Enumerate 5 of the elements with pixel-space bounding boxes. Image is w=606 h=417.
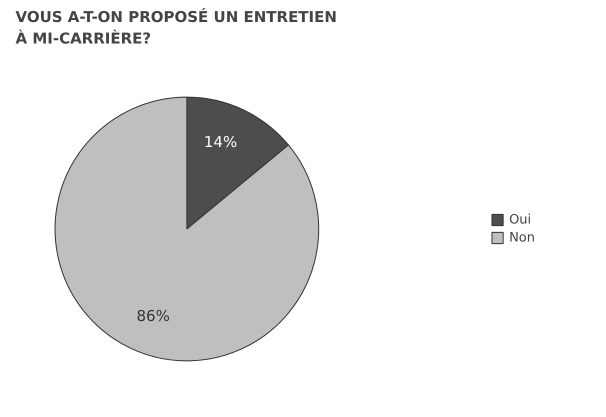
data-label: 14% xyxy=(204,132,238,151)
chart-title: VOUS A-T-ON PROPOSÉ UN ENTRETIEN À MI-CARRIÈRE? xyxy=(16,8,337,48)
legend-label: Oui xyxy=(509,212,532,227)
legend-label: Non xyxy=(509,230,535,245)
data-label: 86% xyxy=(136,307,170,326)
